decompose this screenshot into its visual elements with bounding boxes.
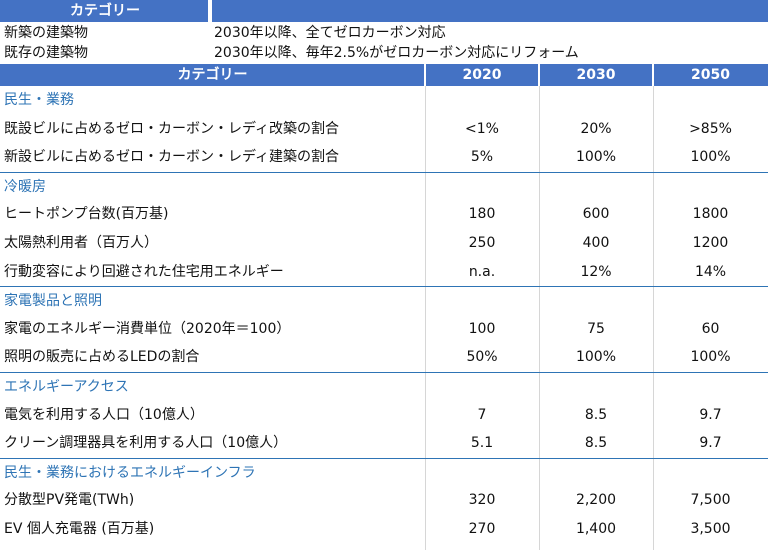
value-2050: 9.7 bbox=[699, 435, 722, 452]
row-label: 新設ビルに占めるゼロ・カーボン・レディ建築の割合 bbox=[4, 149, 340, 166]
table-row: 新設ビルに占めるゼロ・カーボン・レディ建築の割合 5% 100% 100% bbox=[0, 143, 768, 172]
row-label: 太陽熱利用者（百万人） bbox=[4, 235, 158, 251]
section-row: 家電製品と照明 bbox=[0, 286, 768, 316]
row-label: 既設ビルに占めるゼロ・カーボン・レディ改築の割合 bbox=[4, 120, 340, 137]
header-divider bbox=[538, 64, 540, 86]
table-row: 家電のエネルギー消費単位（2020年＝100） 100 75 60 bbox=[0, 315, 768, 344]
value-2030: 100% bbox=[575, 349, 617, 366]
value-2050: 1800 bbox=[692, 206, 729, 223]
main-table-body: 民生・業務既設ビルに占めるゼロ・カーボン・レディ改築の割合 <1% 20% >85% 新… bbox=[0, 86, 768, 550]
section-label: 冷暖房 bbox=[4, 178, 46, 195]
table-row: 分散型PV発電(TWh) 320 2,200 7,500 bbox=[0, 486, 768, 515]
value-2030: 20% bbox=[580, 120, 612, 137]
value-2030: 12% bbox=[580, 263, 612, 280]
header-category: カテゴリー bbox=[177, 67, 248, 83]
value-2030: 1,400 bbox=[575, 521, 617, 537]
section-label: 民生・業務 bbox=[4, 92, 74, 108]
value-2030: 600 bbox=[582, 206, 610, 223]
section-row: 冷暖房 bbox=[0, 171, 768, 202]
row-label: 行動変容により回避された住宅用エネルギー bbox=[4, 263, 284, 280]
section-row: 民生・業務におけるエネルギーインフラ bbox=[0, 457, 768, 488]
top-row-key: 新築の建築物 bbox=[4, 25, 88, 41]
row-label: クリーン調理器具を利用する人口（10億人） bbox=[4, 435, 288, 452]
value-2050: 1200 bbox=[692, 235, 729, 251]
top-row-key: 既存の建築物 bbox=[4, 45, 88, 61]
top-row-existing-buildings: 既存の建築物 2030年以降、毎年2.5%がゼロカーボン対応にリフォーム bbox=[0, 43, 768, 63]
table-row: 照明の販売に占めるLEDの割合 50% 100% 100% bbox=[0, 343, 768, 372]
value-2050: 100% bbox=[690, 349, 731, 366]
table-row: ヒートポンプ台数(百万基) 180 600 1800 bbox=[0, 200, 768, 229]
section-label: エネルギーアクセス bbox=[4, 379, 129, 395]
value-2050: 100% bbox=[690, 149, 731, 166]
value-2020: 5.1 bbox=[470, 435, 494, 452]
value-2030: 75 bbox=[587, 320, 605, 337]
value-2020: n.a. bbox=[468, 263, 496, 280]
table-row: 電気を利用する人口（10億人） 7 8.5 9.7 bbox=[0, 401, 768, 430]
top-row-value: 2030年以降、全てゼロカーボン対応 bbox=[214, 25, 446, 41]
column-divider bbox=[653, 86, 654, 550]
value-2030: 8.5 bbox=[584, 406, 608, 423]
top-header-category: カテゴリー bbox=[0, 0, 208, 22]
row-label: 照明の販売に占めるLEDの割合 bbox=[4, 349, 200, 366]
row-label: 電気を利用する人口（10億人） bbox=[4, 406, 204, 423]
value-2020: 320 bbox=[468, 492, 496, 509]
value-2050: 3,500 bbox=[690, 521, 731, 537]
value-2020: 250 bbox=[468, 235, 496, 251]
value-2020: 100 bbox=[468, 320, 496, 337]
header-2020: 2020 bbox=[462, 67, 502, 83]
top-header-blank bbox=[212, 0, 768, 22]
value-2020: 180 bbox=[468, 206, 496, 223]
value-2050: 60 bbox=[701, 320, 720, 337]
column-divider bbox=[539, 86, 540, 550]
table-row: 既設ビルに占めるゼロ・カーボン・レディ改築の割合 <1% 20% >85% bbox=[0, 115, 768, 144]
main-table-header: カテゴリー 2020 2030 2050 bbox=[0, 64, 768, 86]
table-row: 行動変容により回避された住宅用エネルギー n.a. 12% 14% bbox=[0, 258, 768, 287]
header-2050: 2050 bbox=[691, 67, 730, 83]
column-divider bbox=[425, 86, 426, 550]
value-2020: 50% bbox=[466, 349, 498, 366]
section-label: 民生・業務におけるエネルギーインフラ bbox=[4, 464, 256, 481]
value-2050: 14% bbox=[694, 263, 727, 280]
value-2030: 2,200 bbox=[575, 492, 617, 509]
row-label: ヒートポンプ台数(百万基) bbox=[4, 206, 169, 223]
value-2020: 5% bbox=[470, 149, 494, 166]
top-row-value: 2030年以降、毎年2.5%がゼロカーボン対応にリフォーム bbox=[214, 45, 579, 61]
top-table-header: カテゴリー bbox=[0, 0, 768, 22]
section-row: 民生・業務 bbox=[0, 86, 768, 115]
value-2030: 8.5 bbox=[584, 435, 608, 452]
table-row: EV 個人充電器 (百万基) 270 1,400 3,500 bbox=[0, 515, 768, 544]
row-label: 家電のエネルギー消費単位（2020年＝100） bbox=[4, 320, 291, 337]
header-2030: 2030 bbox=[576, 67, 616, 83]
section-row: エネルギーアクセス bbox=[0, 372, 768, 402]
header-divider bbox=[652, 64, 654, 86]
table-row: クリーン調理器具を利用する人口（10億人） 5.1 8.5 9.7 bbox=[0, 429, 768, 458]
row-label: 分散型PV発電(TWh) bbox=[4, 492, 135, 509]
value-2020: <1% bbox=[465, 120, 499, 137]
value-2020: 270 bbox=[468, 521, 496, 537]
value-2020: 7 bbox=[477, 406, 487, 423]
row-label: EV 個人充電器 (百万基) bbox=[4, 521, 155, 537]
top-row-new-buildings: 新築の建築物 2030年以降、全てゼロカーボン対応 bbox=[0, 23, 768, 43]
value-2050: 9.7 bbox=[699, 406, 722, 423]
value-2050: >85% bbox=[689, 120, 732, 137]
value-2050: 7,500 bbox=[690, 492, 731, 509]
table-row: 太陽熱利用者（百万人） 250 400 1200 bbox=[0, 229, 768, 258]
section-label: 家電製品と照明 bbox=[4, 293, 102, 310]
value-2030: 100% bbox=[575, 149, 617, 166]
header-divider bbox=[424, 64, 426, 86]
value-2030: 400 bbox=[582, 235, 610, 251]
